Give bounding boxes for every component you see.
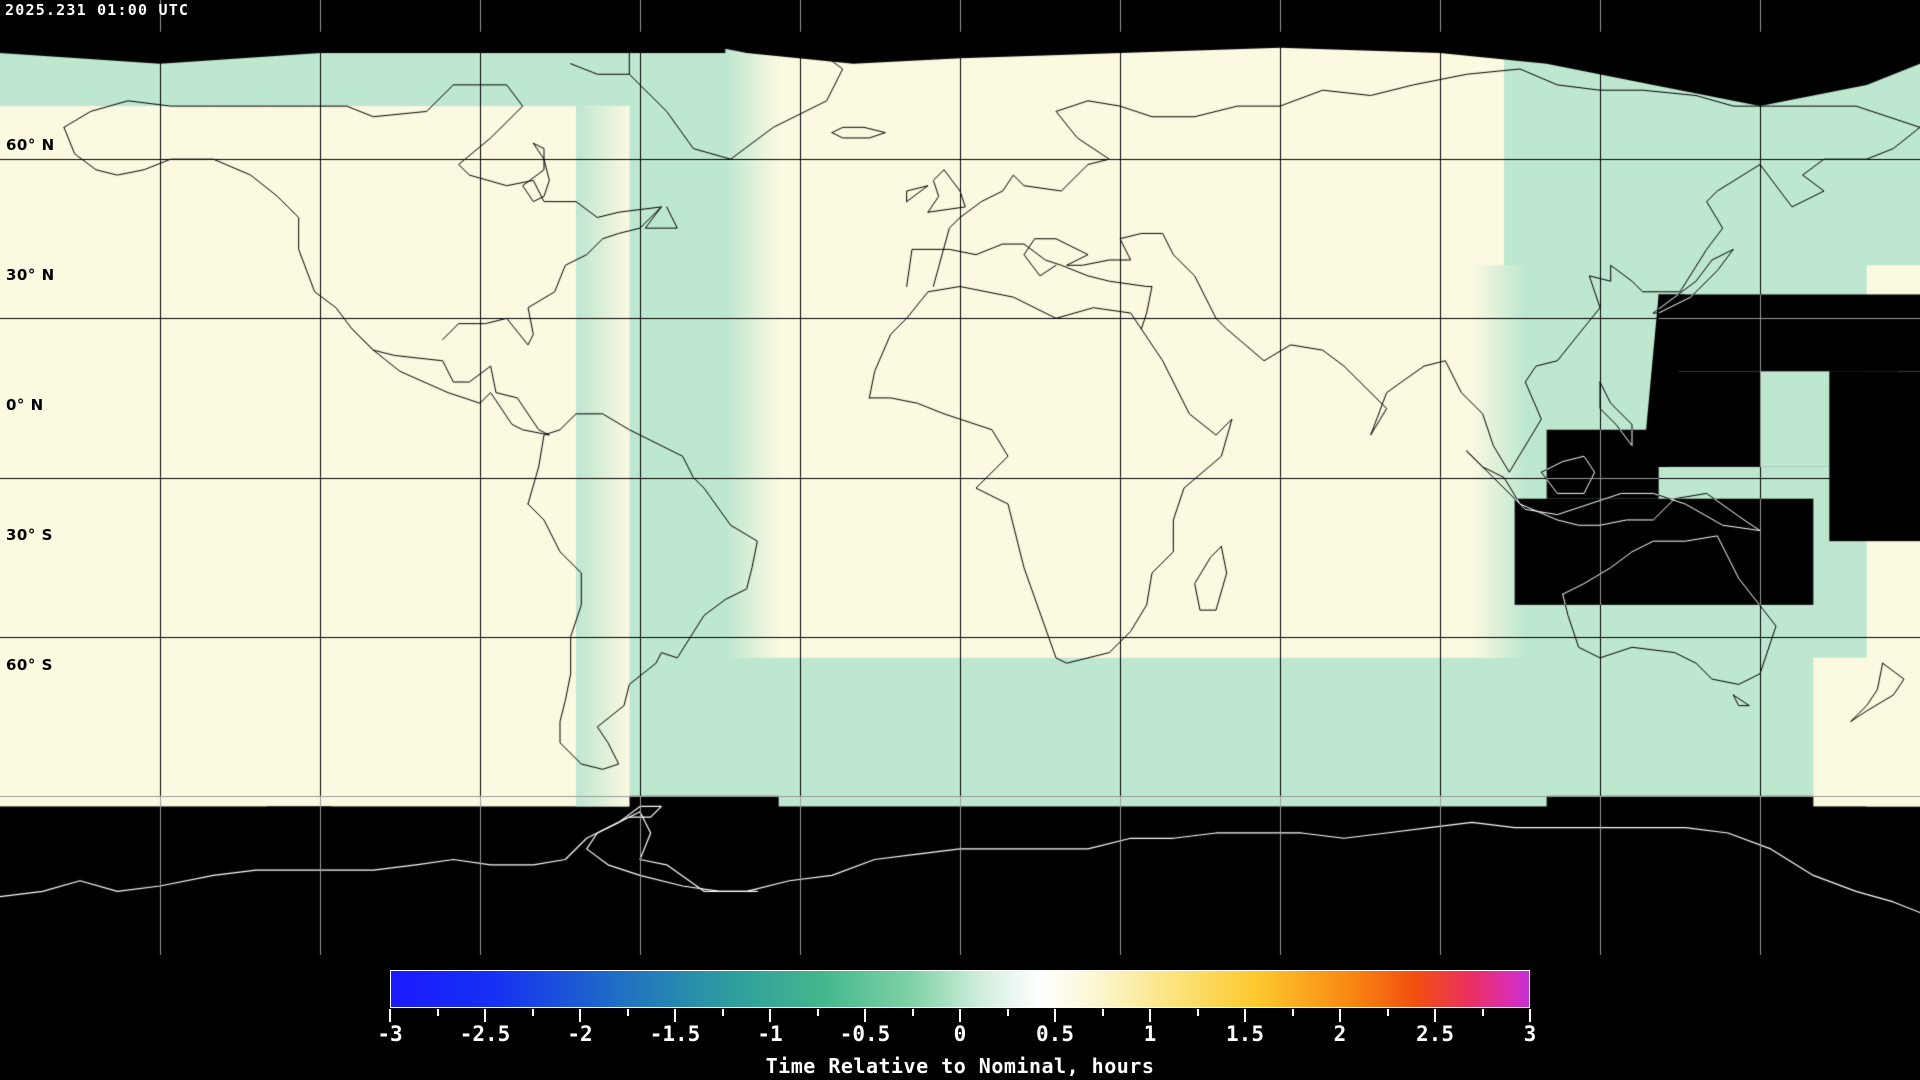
colorbar-tick-label: 3 [1523,1022,1537,1046]
colorbar-tick-label: 0.5 [1036,1022,1074,1046]
colorbar-tick-label: -2.5 [459,1022,511,1046]
colorbar-ticks [389,1009,1531,1023]
colorbar-minor-tick [1006,1009,1009,1016]
colorbar-minor-tick [1196,1009,1199,1016]
colorbar-minor-tick [531,1009,534,1016]
colorbar-tick-label: 2 [1333,1022,1347,1046]
colorbar-minor-tick [1101,1009,1104,1016]
timestamp-label: 2025.231 01:00 UTC [5,1,190,19]
colorbar-major-tick [389,1009,391,1022]
colorbar-major-tick [1339,1009,1341,1022]
colorbar-tick-label: 1.5 [1226,1022,1264,1046]
colorbar-tick-label: -1 [757,1022,783,1046]
colorbar-major-tick [484,1009,486,1022]
colorbar-tick-label: -1.5 [649,1022,701,1046]
colorbar-minor-tick [721,1009,724,1016]
colorbar-major-tick [1529,1009,1531,1022]
world-coverage-map[interactable] [0,0,1920,955]
colorbar-minor-tick [1481,1009,1484,1016]
colorbar-major-tick [769,1009,771,1022]
colorbar-major-tick [1434,1009,1436,1022]
colorbar-minor-tick [436,1009,439,1016]
colorbar-minor-tick [1386,1009,1389,1016]
colorbar-panel: -3 -2.5 -2 -1.5 -1 -0.5 0 0.5 1 1.5 2 2.5 3 Time Rel… [0,955,1920,1080]
colorbar-tick-label: 1 [1143,1022,1157,1046]
lat-label-60s: 60° S [6,656,53,674]
map-panel[interactable]: 2025.231 01:00 UTC 60° N 30° N 0° N 30° … [0,0,1920,955]
colorbar-major-tick [959,1009,961,1022]
colorbar-tick-label: 2.5 [1416,1022,1454,1046]
lat-label-60n: 60° N [6,136,55,154]
colorbar-major-tick [1149,1009,1151,1022]
colorbar-minor-tick [1291,1009,1294,1016]
colorbar-tick-label: -3 [377,1022,403,1046]
colorbar[interactable] [390,970,1530,1008]
colorbar-gradient [391,971,1529,1007]
colorbar-major-tick [1054,1009,1056,1022]
colorbar-title: Time Relative to Nominal, hours [765,1054,1155,1078]
colorbar-major-tick [864,1009,866,1022]
colorbar-major-tick [579,1009,581,1022]
colorbar-tick-label: -2 [567,1022,593,1046]
lat-label-30s: 30° S [6,526,53,544]
lat-label-30n: 30° N [6,266,55,284]
colorbar-tick-labels: -3 -2.5 -2 -1.5 -1 -0.5 0 0.5 1 1.5 2 2.5 3 [377,1022,1536,1050]
colorbar-major-tick [1244,1009,1246,1022]
colorbar-major-tick [674,1009,676,1022]
colorbar-tick-label: 0 [953,1022,967,1046]
colorbar-minor-tick [626,1009,629,1016]
colorbar-minor-tick [911,1009,914,1016]
lat-label-0n: 0° N [6,396,44,414]
colorbar-tick-label: -0.5 [839,1022,891,1046]
colorbar-minor-tick [816,1009,819,1016]
